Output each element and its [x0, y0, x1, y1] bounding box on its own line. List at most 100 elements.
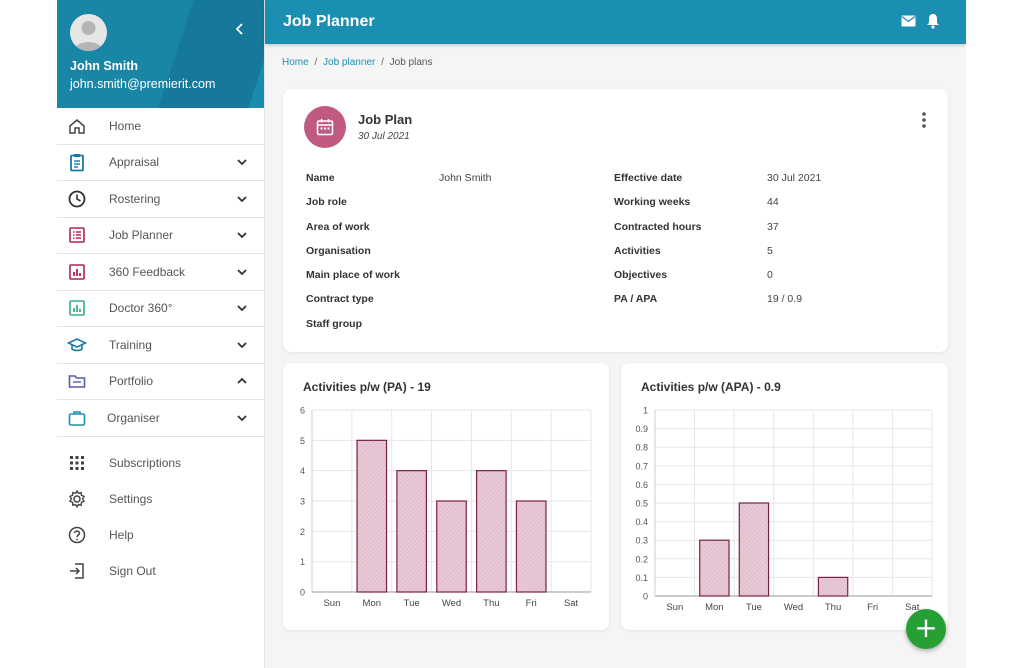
- bar-wed: [436, 500, 467, 593]
- chart-card-pa: Activities p/w (PA) - 19 0 1 2 3 4 5 6 Sun Mon Tu…: [283, 363, 609, 630]
- sidebar-item-360-feedback[interactable]: 360 Feedback: [57, 254, 264, 291]
- sidebar-item-label: Organiser: [107, 410, 160, 425]
- chevron-down-icon: [237, 415, 247, 422]
- sidebar-item-label: Rostering: [109, 191, 161, 206]
- x-tick-label: Fri: [526, 598, 537, 609]
- sidebar-item-subscriptions[interactable]: Subscriptions: [57, 445, 264, 481]
- field-label: Main place of work: [306, 269, 400, 281]
- x-tick-label: Wed: [784, 602, 803, 613]
- clock-icon: [68, 190, 86, 208]
- field-value: 44: [767, 196, 779, 208]
- sidebar-item-home[interactable]: Home: [57, 108, 264, 145]
- bar-chart-icon: [69, 263, 85, 280]
- bar-tue: [738, 502, 770, 597]
- sidebar-bottom-nav: Subscriptions Settings Help Sign Out: [57, 437, 264, 589]
- field-label: Organisation: [306, 245, 371, 257]
- x-tick-label: Fri: [867, 602, 878, 613]
- x-tick-label: Sat: [905, 602, 920, 613]
- y-tick-label: 0.3: [635, 536, 648, 546]
- chevron-down-icon: [237, 232, 247, 239]
- list-icon: [69, 227, 85, 244]
- avatar[interactable]: [70, 14, 107, 51]
- gear-icon: [68, 489, 86, 508]
- field-label: Name: [306, 172, 335, 184]
- sidebar-item-rostering[interactable]: Rostering: [57, 181, 264, 218]
- x-tick-label: Wed: [442, 598, 461, 609]
- mail-icon[interactable]: [901, 15, 916, 27]
- bar-fri: [515, 500, 547, 593]
- field-value: 0: [767, 269, 773, 281]
- job-plan-badge: [304, 106, 346, 148]
- chart-card-apa: Activities p/w (APA) - 0.9 0 0.1 0.2 0.3 0.4…: [621, 363, 948, 630]
- job-plan-title: Job Plan: [358, 112, 413, 127]
- field-label: PA / APA: [614, 293, 658, 305]
- chevron-down-icon: [237, 196, 247, 203]
- sidebar-item-doctor-360[interactable]: Doctor 360°: [57, 291, 264, 327]
- y-tick-label: 0.5: [635, 499, 648, 509]
- x-tick-label: Sun: [666, 602, 683, 613]
- sidebar-item-help[interactable]: Help: [57, 517, 264, 553]
- chart-title: Activities p/w (APA) - 0.9: [641, 380, 781, 394]
- field-value: 30 Jul 2021: [767, 172, 822, 184]
- collapse-sidebar-button[interactable]: [233, 22, 247, 36]
- y-tick-label: 0: [643, 592, 648, 602]
- profile-header: John Smith john.smith@premierit.com: [57, 0, 264, 108]
- breadcrumb: Home / Job planner / Job plans: [282, 57, 433, 68]
- y-tick-label: 1: [300, 557, 305, 567]
- field-label: Staff group: [306, 318, 362, 330]
- job-plan-card: Job Plan 30 Jul 2021 Name John Smith Job r…: [283, 89, 948, 352]
- y-tick-label: 5: [300, 436, 305, 446]
- chevron-up-icon: [237, 377, 247, 384]
- chevron-down-icon: [237, 159, 247, 166]
- y-tick-label: 0.2: [635, 554, 648, 564]
- bar-thu: [476, 470, 507, 593]
- more-vertical-icon[interactable]: [919, 111, 929, 129]
- chevron-down-icon: [237, 269, 247, 276]
- x-tick-label: Thu: [483, 598, 499, 609]
- field-label: Contracted hours: [614, 221, 702, 233]
- breadcrumb-home[interactable]: Home: [282, 57, 309, 68]
- field-label: Effective date: [614, 172, 683, 184]
- sidebar-item-label: Job Planner: [109, 228, 174, 243]
- sidebar-item-settings[interactable]: Settings: [57, 481, 264, 517]
- bar-mon: [356, 439, 388, 593]
- sidebar-item-label: Sign Out: [109, 563, 156, 578]
- chart-apa: 0 0.1 0.2 0.3 0.4 0.5 0.6 0.7 0.8 0.9 1 Sun Mon Tue We…: [635, 406, 933, 613]
- chevron-left-icon: [235, 23, 243, 35]
- sidebar-item-label: Appraisal: [109, 155, 160, 170]
- x-tick-label: Sun: [323, 598, 340, 609]
- sidebar-item-job-planner[interactable]: Job Planner: [57, 218, 264, 254]
- sidebar-item-organiser[interactable]: Organiser: [57, 400, 264, 437]
- top-bar: Job Planner: [265, 0, 966, 44]
- chart-title: Activities p/w (PA) - 19: [303, 380, 431, 394]
- x-tick-label: Mon: [705, 602, 723, 613]
- grid-icon: [70, 455, 84, 470]
- sidebar-item-label: Portfolio: [109, 374, 154, 389]
- field-value: 19 / 0.9: [767, 293, 803, 305]
- sidebar-item-training[interactable]: Training: [57, 327, 264, 364]
- calendar-icon: [316, 119, 334, 136]
- user-avatar-icon: [74, 21, 103, 51]
- breadcrumb-job-planner[interactable]: Job planner: [323, 57, 376, 68]
- bell-icon[interactable]: [926, 13, 940, 29]
- sidebar-item-sign-out[interactable]: Sign Out: [57, 553, 264, 589]
- x-tick-label: Tue: [404, 598, 420, 609]
- x-tick-label: Mon: [363, 598, 381, 609]
- field-label: Contract type: [306, 293, 374, 305]
- graduation-cap-icon: [67, 337, 87, 352]
- sidebar-item-appraisal[interactable]: Appraisal: [57, 145, 264, 181]
- sidebar-item-portfolio[interactable]: Portfolio: [57, 364, 264, 400]
- sidebar-item-label: Doctor 360°: [109, 301, 173, 316]
- field-label: Area of work: [306, 221, 370, 233]
- y-tick-label: 0.8: [635, 443, 648, 453]
- field-label: Activities: [614, 245, 661, 257]
- field-value: 5: [767, 245, 773, 257]
- y-tick-label: 3: [300, 497, 305, 507]
- sign-out-icon: [70, 562, 84, 579]
- clipboard-icon: [70, 154, 84, 172]
- bar-thu: [817, 576, 849, 597]
- chart-pa: 0 1 2 3 4 5 6 Sun Mon Tue Wed Thu Fri Sat: [300, 406, 592, 609]
- y-tick-label: 0.6: [635, 480, 648, 490]
- x-tick-label: Sat: [564, 598, 579, 609]
- add-button[interactable]: +: [906, 609, 946, 649]
